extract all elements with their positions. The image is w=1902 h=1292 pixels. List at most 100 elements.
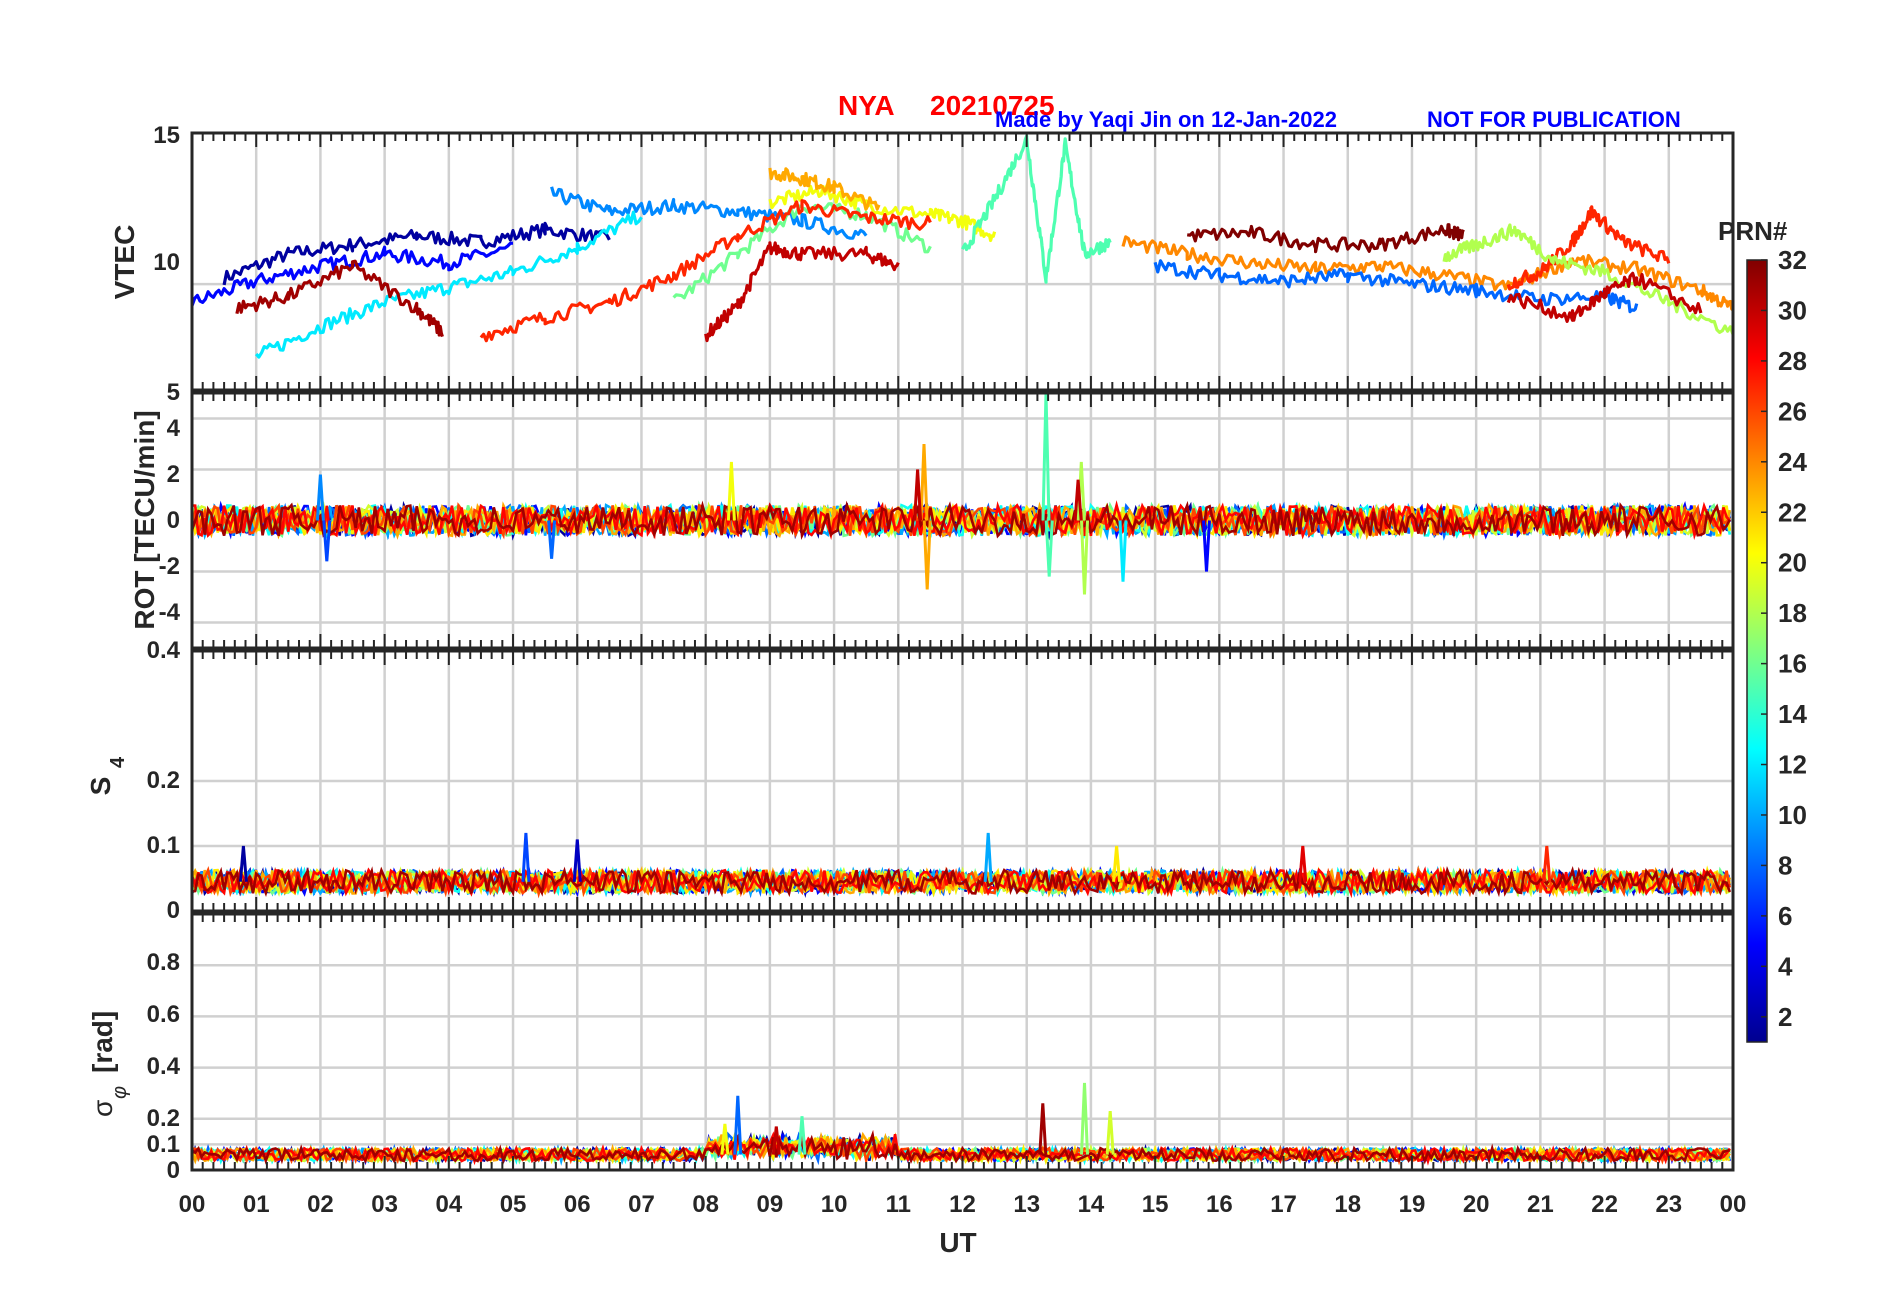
- vtec-ytick: 10: [153, 249, 180, 276]
- sigma_phi-spike-prn-8: [733, 1095, 743, 1155]
- rot-ytick: 0: [167, 507, 180, 534]
- x-tick-label: 05: [500, 1191, 527, 1218]
- colorbar-tick-label: 10: [1778, 800, 1807, 830]
- s4-series: [192, 832, 1732, 899]
- series-line-prn-31: [235, 259, 444, 338]
- s4-spike-prn-29: [1298, 845, 1308, 882]
- rot-spike-prn-30: [1073, 479, 1083, 521]
- sigma-ytick: 0.4: [147, 1053, 181, 1080]
- sigma_phi-spike-prn-30: [771, 1126, 781, 1155]
- credit-text: Made by Yaqi Jin on 12-Jan-2022: [995, 107, 1337, 132]
- sigma-ytick: 0.2: [147, 1105, 180, 1132]
- x-tick-label: 20: [1463, 1191, 1490, 1218]
- colorbar-tick-label: 20: [1778, 548, 1807, 578]
- colorbar-tick-label: 8: [1778, 850, 1792, 880]
- rot-spike-prn-15: [1044, 520, 1054, 577]
- x-tick-label: 09: [757, 1191, 784, 1218]
- sigma_phi-spike-prn-17: [1080, 1082, 1089, 1155]
- x-tick-label: 19: [1399, 1191, 1426, 1218]
- sigma-ylabel-main: σ: [87, 1100, 118, 1117]
- series-line-prn-30: [704, 241, 900, 343]
- colorbar-tick-label: 24: [1778, 447, 1807, 477]
- series-line-prn-32: [1186, 223, 1465, 254]
- rot-series: [192, 393, 1732, 595]
- series-line-prn-27: [479, 199, 932, 343]
- series-line-prn-8: [1153, 259, 1639, 314]
- rot-ylabel: ROT [TECU/min]: [129, 410, 160, 629]
- colorbar-tick-label: 30: [1778, 295, 1807, 325]
- x-tick-label: 06: [564, 1191, 591, 1218]
- x-tick-label: 11: [886, 1191, 911, 1218]
- s4-spike-prn-2: [238, 845, 248, 882]
- s4-ylabel-sub: 4: [107, 756, 129, 768]
- sigma-ytick: 0.8: [147, 949, 180, 976]
- rot-spike-prn-23: [919, 443, 929, 521]
- station-title: NYA: [838, 90, 895, 121]
- sigma-ylabel-unit: [rad]: [87, 1011, 118, 1073]
- sigma-ytick: 0: [167, 1157, 180, 1184]
- colorbar-tick-label: 12: [1778, 750, 1807, 780]
- series-line-prn-30: [1506, 271, 1703, 323]
- sigma_phi-series: [192, 1082, 1732, 1167]
- x-tick-label: 23: [1655, 1191, 1682, 1218]
- rot-spike-prn-18: [1080, 520, 1089, 595]
- series-line-prn-15: [961, 134, 1112, 284]
- colorbar-tick-label: 26: [1778, 396, 1807, 426]
- sigma_phi-spike-prn-20: [720, 1123, 730, 1155]
- colorbar-tick-label: 16: [1778, 649, 1807, 679]
- rot-ytick: -2: [159, 553, 180, 580]
- date-title: 20210725: [930, 90, 1055, 121]
- rot-yticks: 5 4 2 0 -2 -4: [159, 379, 181, 626]
- vtec-ytick: 15: [153, 122, 180, 149]
- x-tick-label: 21: [1527, 1191, 1554, 1218]
- s4-ytick: 0.1: [147, 832, 180, 859]
- series-line-prn-9: [550, 186, 868, 240]
- x-tick-label: 01: [243, 1191, 270, 1218]
- s4-ytick: 0: [167, 897, 180, 924]
- vtec-ylabel: VTEC: [109, 225, 140, 300]
- sigma-ytick: 0.6: [147, 1001, 180, 1028]
- s4-ytick: 0.4: [147, 637, 181, 664]
- colorbar-title: PRN#: [1718, 216, 1788, 246]
- x-tick-label: 14: [1078, 1191, 1105, 1218]
- sigma_phi-trace-prn-31: [192, 1130, 1731, 1165]
- s4-ylabel-main: S: [85, 777, 116, 796]
- rot-ytick: 4: [167, 415, 181, 442]
- colorbar-ticks: 32 30 28 26 24 22 20 18 16 14 12 10 8 6 4 2: [1761, 245, 1807, 1032]
- colorbar-tick-label: 6: [1778, 901, 1792, 931]
- x-tick-label: 02: [307, 1191, 334, 1218]
- panels: [190, 131, 1735, 1172]
- x-tick-label: 04: [435, 1191, 462, 1218]
- rot-spike-prn-9: [315, 474, 325, 521]
- rot-spike-prn-30: [913, 469, 923, 521]
- x-tick-label: 18: [1334, 1191, 1361, 1218]
- sigma_phi-spike-prn-31: [1038, 1103, 1048, 1155]
- s4-spike-prn-10: [983, 832, 993, 882]
- colorbar-tick-label: 18: [1778, 598, 1807, 628]
- sigma-ylabel-sub: φ: [109, 1086, 131, 1099]
- x-axis-label: UT: [939, 1227, 976, 1258]
- x-tick-label: 03: [371, 1191, 398, 1218]
- colorbar-tick-label: 14: [1778, 699, 1807, 729]
- series-line-prn-20: [768, 184, 997, 243]
- series-line-prn-18: [1442, 223, 1733, 335]
- s4-spike-prn-27: [1542, 845, 1552, 882]
- rot-ytick: 2: [167, 461, 180, 488]
- series-line-prn-27: [1506, 205, 1671, 291]
- x-tick-label: 10: [821, 1191, 848, 1218]
- rot-spike-prn-20: [726, 461, 736, 521]
- sigma_phi-spike-prn-15: [797, 1116, 807, 1155]
- x-tick-label: 13: [1013, 1191, 1040, 1218]
- rot-spike-prn-12: [1118, 520, 1128, 582]
- colorbar-tick-label: 28: [1778, 346, 1807, 376]
- x-tick-label: 22: [1591, 1191, 1618, 1218]
- x-tick-label: 16: [1206, 1191, 1233, 1218]
- x-tick-labels: 00 01 02 03 04 05 06 07 08 09 10 11 12 13 14 15 16 17 18 19…: [179, 1191, 1747, 1218]
- s4-ylabel: S 4: [85, 756, 129, 795]
- rot-trace-prn-31: [192, 500, 1731, 541]
- sigma-ylabel: σ φ [rad]: [87, 1011, 131, 1117]
- x-tick-label: 00: [179, 1191, 206, 1218]
- rot-spike-prn-7: [322, 520, 332, 562]
- colorbar-tick-label: 4: [1778, 951, 1793, 981]
